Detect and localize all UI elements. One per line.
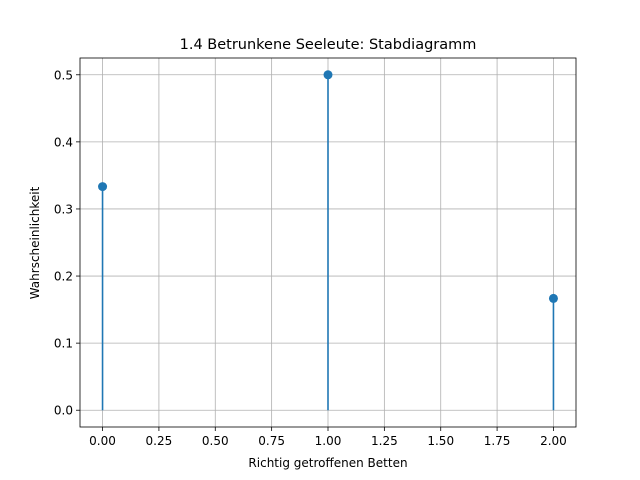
x-tick-label: 1.25 (371, 434, 398, 448)
y-axis-ticks: 0.0 0.1 0.2 0.3 0.4 0.5 (54, 68, 80, 418)
x-tick-label: 1.00 (315, 434, 342, 448)
stem-series (98, 70, 558, 411)
y-tick-label: 0.0 (54, 404, 73, 418)
y-tick-label: 0.1 (54, 337, 73, 351)
x-tick-label: 0.25 (146, 434, 173, 448)
y-tick-label: 0.3 (54, 202, 73, 216)
x-tick-label: 1.75 (484, 434, 511, 448)
chart-title: 1.4 Betrunkene Seeleute: Stabdiagramm (180, 37, 477, 53)
x-tick-label: 2.00 (540, 434, 567, 448)
y-tick-label: 0.5 (54, 68, 73, 82)
x-axis-ticks: 0.00 0.25 0.50 0.75 1.00 1.25 1.50 1.75 2.00 (89, 427, 567, 448)
stem-marker (548, 293, 558, 303)
stem-marker (323, 70, 333, 80)
x-tick-label: 0.50 (202, 434, 229, 448)
y-axis-label: Wahrscheinlichkeit (28, 186, 42, 299)
x-tick-label: 1.50 (427, 434, 454, 448)
stem-marker (98, 182, 108, 192)
x-tick-label: 0.75 (258, 434, 285, 448)
y-tick-label: 0.4 (54, 135, 73, 149)
x-axis-label: Richtig getroffenen Betten (248, 456, 407, 470)
y-tick-label: 0.2 (54, 270, 73, 284)
x-tick-label: 0.00 (89, 434, 116, 448)
